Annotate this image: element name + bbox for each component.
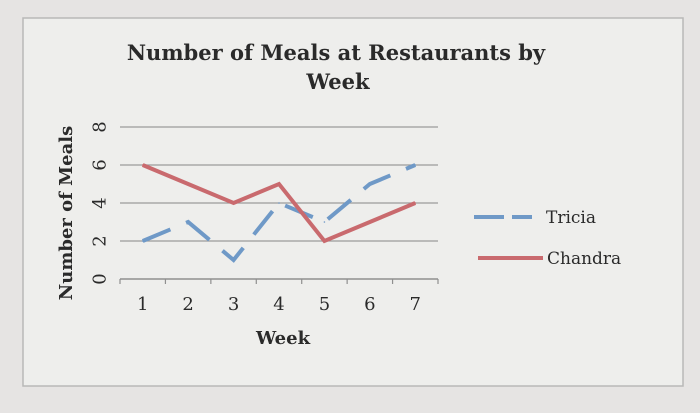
x-tick-marks xyxy=(119,279,439,284)
data-point-tricia xyxy=(232,259,235,261)
y-tick-label: 8 xyxy=(90,121,111,132)
x-tick-label: 1 xyxy=(137,294,148,315)
data-point-chandra xyxy=(414,202,417,204)
legend-label-tricia: Tricia xyxy=(546,208,596,228)
legend-item-tricia: Tricia xyxy=(474,208,596,228)
data-point-tricia xyxy=(278,202,280,204)
data-point-tricia xyxy=(369,183,371,185)
y-tick-label: 0 xyxy=(90,273,111,284)
data-point-tricia xyxy=(187,221,189,223)
data-point-chandra xyxy=(323,240,326,242)
y-axis-title: Number of Meals xyxy=(56,126,77,300)
x-tick-label: 3 xyxy=(228,294,239,315)
y-tick-label: 2 xyxy=(90,235,111,246)
data-point-chandra xyxy=(278,183,280,185)
x-tick-label: 6 xyxy=(364,294,375,315)
chart-title-line-2: Week xyxy=(305,69,370,94)
series-lines xyxy=(141,163,417,263)
x-tick-label: 2 xyxy=(182,294,193,315)
data-point-chandra xyxy=(141,164,144,166)
x-tick-label: 5 xyxy=(319,294,330,315)
x-tick-labels: 1 2 3 4 5 6 7 xyxy=(137,294,421,315)
x-tick-label: 4 xyxy=(273,294,284,315)
data-point-tricia xyxy=(323,221,326,223)
data-point-chandra xyxy=(369,221,371,223)
data-point-tricia xyxy=(414,164,417,166)
legend: Tricia Chandra xyxy=(474,208,621,269)
x-tick-label: 7 xyxy=(410,294,421,315)
data-point-chandra xyxy=(187,183,189,185)
y-tick-labels: 0 2 4 6 8 xyxy=(90,121,111,284)
data-point-tricia xyxy=(141,240,144,242)
y-tick-label: 6 xyxy=(90,159,111,170)
legend-item-chandra: Chandra xyxy=(478,249,621,269)
y-tick-label: 4 xyxy=(90,197,111,208)
chart-title-line-1: Number of Meals at Restaurants by xyxy=(127,40,546,65)
data-point-chandra xyxy=(232,202,235,204)
legend-label-chandra: Chandra xyxy=(547,249,621,269)
outer-frame xyxy=(22,17,684,387)
x-axis-title: Week xyxy=(255,328,311,349)
